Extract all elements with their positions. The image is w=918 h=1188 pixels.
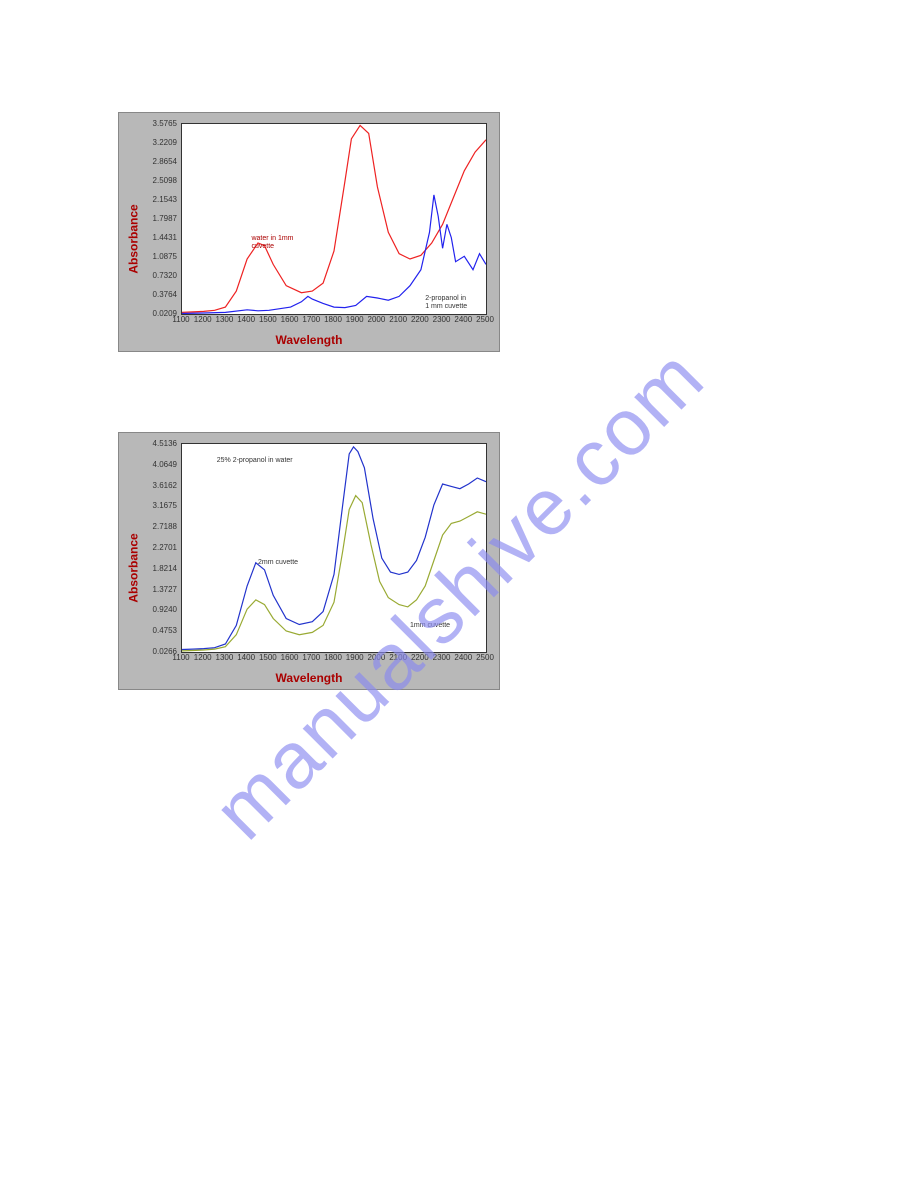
y-tick-label: 1.8214 [145, 564, 177, 573]
y-tick-label: 0.9240 [145, 605, 177, 614]
y-tick-label: 3.1675 [145, 501, 177, 510]
x-tick-label: 2200 [408, 653, 432, 662]
chart-1-ylabel: Absorbance [127, 204, 141, 273]
y-tick-label: 1.4431 [145, 233, 177, 242]
x-tick-label: 1800 [321, 653, 345, 662]
y-tick-label: 3.6162 [145, 481, 177, 490]
y-tick-label: 2.1543 [145, 195, 177, 204]
chart-1-xlabel: Wavelength [276, 333, 343, 347]
x-tick-label: 1100 [169, 315, 193, 324]
chart-2-svg [182, 444, 486, 652]
x-tick-label: 2000 [364, 653, 388, 662]
x-tick-label: 1400 [234, 653, 258, 662]
chart-annotation: water in 1mmcuvette [251, 235, 293, 250]
x-tick-label: 1200 [191, 653, 215, 662]
chart-2-plot: 25% 2-propanol in water 2mm cuvette 1mm cu… [181, 443, 487, 653]
chart-2-ylabel: Absorbance [127, 533, 141, 602]
x-tick-label: 2100 [386, 315, 410, 324]
x-tick-label: 2000 [364, 315, 388, 324]
x-tick-label: 1400 [234, 315, 258, 324]
y-tick-label: 4.5136 [145, 439, 177, 448]
chart-1-container: Absorbance Wavelength water in 1mmcuvett… [118, 112, 500, 352]
y-tick-label: 2.8654 [145, 157, 177, 166]
x-tick-label: 2100 [386, 653, 410, 662]
x-tick-label: 2400 [451, 653, 475, 662]
x-tick-label: 1300 [212, 653, 236, 662]
y-tick-label: 2.2701 [145, 543, 177, 552]
x-tick-label: 1900 [343, 653, 367, 662]
x-tick-label: 2400 [451, 315, 475, 324]
y-tick-label: 1.3727 [145, 585, 177, 594]
chart-annotation: 2-propanol in1 mm cuvette [425, 295, 467, 310]
chart-annotation: 1mm cuvette [410, 622, 450, 630]
chart-1-svg [182, 124, 486, 314]
y-tick-label: 0.3764 [145, 290, 177, 299]
x-tick-label: 2200 [408, 315, 432, 324]
chart-2-xlabel: Wavelength [276, 671, 343, 685]
y-tick-label: 0.4753 [145, 626, 177, 635]
y-tick-label: 2.5098 [145, 176, 177, 185]
y-tick-label: 1.7987 [145, 214, 177, 223]
chart-annotation: 25% 2-propanol in water [217, 457, 293, 465]
x-tick-label: 1700 [299, 653, 323, 662]
y-tick-label: 4.0649 [145, 460, 177, 469]
series-2mm [182, 447, 486, 650]
y-tick-label: 0.7320 [145, 271, 177, 280]
chart-annotation: 2mm cuvette [258, 559, 298, 567]
x-tick-label: 1100 [169, 653, 193, 662]
y-tick-label: 2.7188 [145, 522, 177, 531]
series-water [182, 125, 486, 312]
x-tick-label: 1900 [343, 315, 367, 324]
x-tick-label: 1300 [212, 315, 236, 324]
y-tick-label: 3.2209 [145, 138, 177, 147]
x-tick-label: 1800 [321, 315, 345, 324]
x-tick-label: 2500 [473, 653, 497, 662]
x-tick-label: 2300 [430, 653, 454, 662]
chart-2-container: Absorbance Wavelength 25% 2-propanol in … [118, 432, 500, 690]
x-tick-label: 1600 [278, 315, 302, 324]
y-tick-label: 1.0875 [145, 252, 177, 261]
chart-1-plot: water in 1mmcuvette 2-propanol in1 mm cuv… [181, 123, 487, 315]
x-tick-label: 2500 [473, 315, 497, 324]
x-tick-label: 1700 [299, 315, 323, 324]
x-tick-label: 2300 [430, 315, 454, 324]
x-tick-label: 1500 [256, 653, 280, 662]
x-tick-label: 1200 [191, 315, 215, 324]
x-tick-label: 1500 [256, 315, 280, 324]
x-tick-label: 1600 [278, 653, 302, 662]
y-tick-label: 3.5765 [145, 119, 177, 128]
